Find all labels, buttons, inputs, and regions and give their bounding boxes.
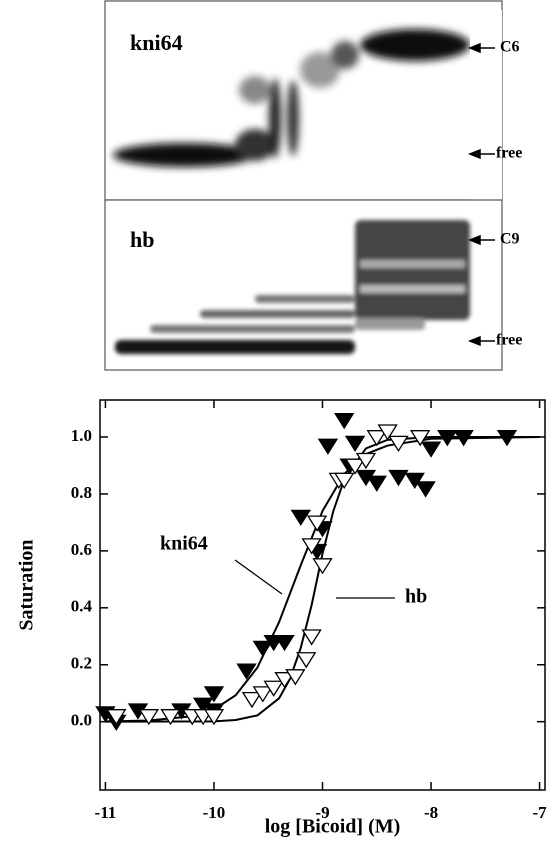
x-tick-label: -9 bbox=[315, 803, 329, 822]
data-point bbox=[138, 709, 160, 726]
data-point bbox=[285, 669, 306, 686]
fit-curve bbox=[105, 436, 540, 723]
data-point bbox=[366, 475, 387, 492]
band-label: free bbox=[496, 332, 522, 349]
data-point bbox=[344, 458, 366, 475]
plot: 0.0 0.2 0.4 0.6 0.8 1.0 -11 -10 -9 -8 -7 log [Bicoi… bbox=[16, 399, 547, 838]
data-point bbox=[160, 709, 181, 726]
x-tick-label: -7 bbox=[532, 803, 547, 822]
y-tick-label: 0.8 bbox=[71, 483, 92, 502]
x-axis-label: log [Bicoid] (M) bbox=[265, 816, 401, 838]
band-arrows bbox=[467, 42, 495, 347]
data-point bbox=[241, 691, 263, 709]
data-point bbox=[252, 640, 273, 657]
data-point bbox=[301, 629, 322, 646]
data-point bbox=[404, 472, 425, 490]
data-point bbox=[312, 558, 333, 575]
band-label: C6 bbox=[500, 39, 520, 56]
data-point bbox=[334, 472, 355, 490]
label-leader bbox=[234, 559, 283, 595]
gel-label: hb bbox=[130, 227, 154, 252]
gel-bands bbox=[115, 220, 470, 354]
y-tick-label: 0.4 bbox=[71, 597, 93, 616]
data-point bbox=[355, 452, 377, 470]
x-tick-label: -8 bbox=[424, 803, 438, 822]
band-label: C9 bbox=[500, 231, 520, 248]
data-point bbox=[274, 635, 295, 652]
y-tick-label: 0.6 bbox=[71, 540, 92, 559]
curve-label: hb bbox=[405, 586, 427, 608]
data-point bbox=[290, 509, 311, 527]
data-point bbox=[344, 435, 366, 453]
gel-label: kni64 bbox=[130, 30, 183, 55]
data-point bbox=[274, 672, 295, 689]
data-point bbox=[296, 652, 317, 669]
data-point bbox=[236, 663, 257, 680]
data-point bbox=[106, 709, 127, 726]
data-point bbox=[334, 412, 355, 430]
data-point bbox=[420, 441, 442, 458]
data-point bbox=[252, 686, 273, 703]
data-point bbox=[377, 424, 398, 441]
data-point bbox=[263, 680, 284, 697]
gel-panel bbox=[104, 199, 503, 371]
y-axis-label: Saturation bbox=[16, 539, 38, 630]
plot-frame bbox=[99, 399, 546, 791]
fit-curve bbox=[105, 436, 540, 723]
gel-panel bbox=[104, 0, 503, 201]
gel-bands bbox=[113, 29, 470, 167]
data-point bbox=[388, 469, 409, 487]
x-tick-label: -11 bbox=[95, 803, 117, 822]
data-point bbox=[366, 430, 387, 447]
x-tick-label: -10 bbox=[203, 803, 226, 822]
data-point bbox=[410, 430, 431, 447]
band-label: free bbox=[496, 145, 522, 162]
curve-label: kni64 bbox=[160, 533, 208, 555]
data-point bbox=[203, 686, 225, 703]
y-tick-label: 0.2 bbox=[71, 654, 92, 673]
data-point bbox=[306, 515, 328, 532]
data-point bbox=[415, 481, 436, 498]
y-tick-label: 1.0 bbox=[71, 426, 92, 445]
data-point bbox=[388, 435, 409, 453]
data-point bbox=[203, 709, 225, 726]
y-tick-label: 0.0 bbox=[71, 711, 92, 730]
data-point bbox=[301, 538, 322, 555]
data-point bbox=[317, 438, 339, 455]
